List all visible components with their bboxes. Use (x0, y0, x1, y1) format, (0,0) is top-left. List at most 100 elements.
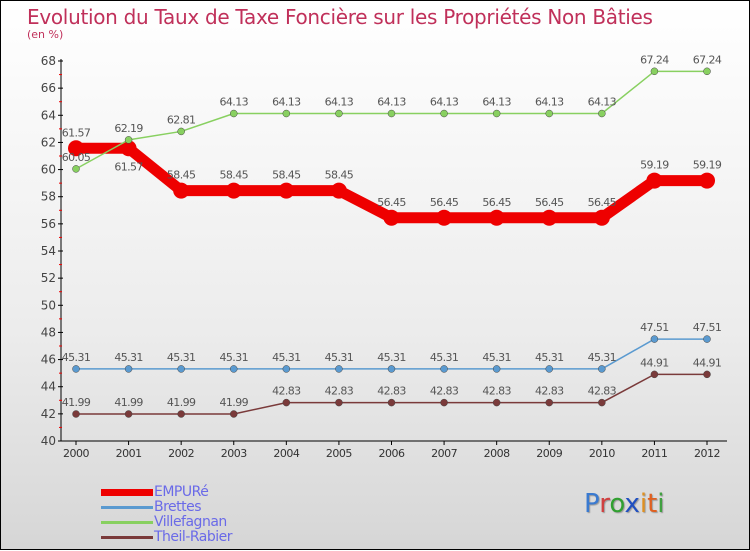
legend-swatch (101, 521, 153, 524)
data-point (230, 410, 238, 418)
data-point (282, 398, 291, 407)
data-label: 44.91 (640, 356, 669, 369)
x-tick-label: 2010 (589, 447, 615, 460)
data-label: 64.13 (325, 96, 354, 109)
data-label: 45.31 (220, 351, 249, 364)
data-label: 47.51 (640, 321, 669, 334)
x-tick-label: 2004 (273, 447, 299, 460)
y-tick-label: 66 (41, 81, 56, 95)
y-tick-label: 62 (41, 135, 56, 149)
data-label: 45.31 (430, 351, 459, 364)
data-point (598, 365, 606, 373)
data-point (72, 365, 80, 373)
legend-swatch (101, 536, 153, 539)
chart-title: Evolution du Taux de Taxe Foncière sur l… (27, 5, 653, 29)
x-tick-label: 2012 (694, 447, 720, 460)
legend-label: Villefagnan (154, 514, 227, 530)
logo-letter: P (584, 489, 600, 519)
data-label: 42.83 (325, 385, 354, 398)
data-point (282, 109, 291, 118)
data-point (282, 365, 291, 373)
data-point (124, 365, 133, 373)
data-label: 41.99 (167, 396, 196, 409)
data-point (335, 365, 343, 373)
legend-item: EMPURé (101, 485, 301, 500)
data-label: 67.24 (693, 53, 722, 66)
y-tick-label: 42 (41, 407, 56, 421)
data-point (545, 365, 553, 373)
data-point (335, 398, 343, 407)
data-label: 58.45 (272, 169, 301, 182)
x-tick-label: 2011 (641, 447, 667, 460)
data-point (646, 172, 663, 189)
data-label: 42.83 (535, 385, 564, 398)
data-point (703, 67, 711, 76)
x-tick-label: 2006 (379, 447, 405, 460)
data-point (177, 365, 185, 373)
y-tick-label: 50 (41, 298, 56, 312)
chart-subtitle: (en %) (27, 28, 64, 41)
data-label: 64.13 (430, 96, 459, 109)
data-point (598, 109, 606, 118)
logo-letter: i (639, 489, 648, 519)
data-point (541, 209, 558, 226)
data-label: 56.45 (535, 196, 564, 209)
data-point (545, 109, 553, 118)
data-label: 45.31 (325, 351, 354, 364)
data-label: 64.13 (220, 96, 249, 109)
data-point (173, 182, 190, 199)
data-point (278, 182, 295, 199)
legend-label: EMPURé (154, 484, 209, 500)
data-label: 42.83 (272, 385, 301, 398)
data-point (387, 365, 396, 373)
logo-letter: i (657, 489, 665, 519)
data-point (492, 109, 501, 118)
data-point (436, 209, 453, 226)
data-point (335, 109, 343, 118)
data-point (383, 209, 400, 226)
data-label: 45.31 (167, 351, 196, 364)
data-point (650, 370, 659, 379)
data-point (492, 365, 501, 373)
data-point (72, 165, 80, 173)
data-label: 60.05 (62, 151, 91, 164)
data-point (650, 335, 659, 343)
data-label: 62.19 (114, 122, 143, 135)
data-point (72, 410, 80, 418)
x-tick-label: 2009 (536, 447, 562, 460)
legend-swatch (101, 489, 153, 496)
legend-label: Theil-Rabier (154, 529, 233, 545)
logo-letter: x (624, 489, 640, 519)
data-label: 42.83 (430, 385, 459, 398)
data-point (330, 182, 347, 199)
y-tick-label: 58 (41, 190, 56, 204)
data-label: 64.13 (535, 96, 564, 109)
data-point (703, 335, 711, 343)
data-label: 45.31 (272, 351, 301, 364)
data-label: 45.31 (482, 351, 511, 364)
data-label: 56.45 (588, 196, 617, 209)
data-label: 61.57 (62, 126, 91, 139)
legend: EMPURé Brettes Villefagnan Theil-Rabier (101, 485, 301, 545)
data-label: 56.45 (377, 196, 406, 209)
data-label: 45.31 (114, 351, 143, 364)
data-label: 45.31 (535, 351, 564, 364)
x-tick-label: 2001 (116, 447, 142, 460)
data-point (230, 365, 238, 373)
data-point (699, 172, 715, 189)
y-tick-label: 68 (41, 54, 56, 68)
data-label: 62.81 (167, 113, 196, 126)
logo-letter: t (647, 489, 658, 519)
legend-item: Theil-Rabier (101, 530, 301, 545)
data-point (440, 365, 448, 373)
data-point (545, 398, 553, 407)
data-label: 64.13 (377, 96, 406, 109)
logo-letter: r (599, 489, 610, 519)
legend-item: Villefagnan (101, 515, 301, 530)
data-label: 67.24 (640, 53, 669, 66)
data-label: 59.19 (640, 159, 669, 172)
legend-item: Brettes (101, 500, 301, 515)
data-point (124, 136, 133, 144)
